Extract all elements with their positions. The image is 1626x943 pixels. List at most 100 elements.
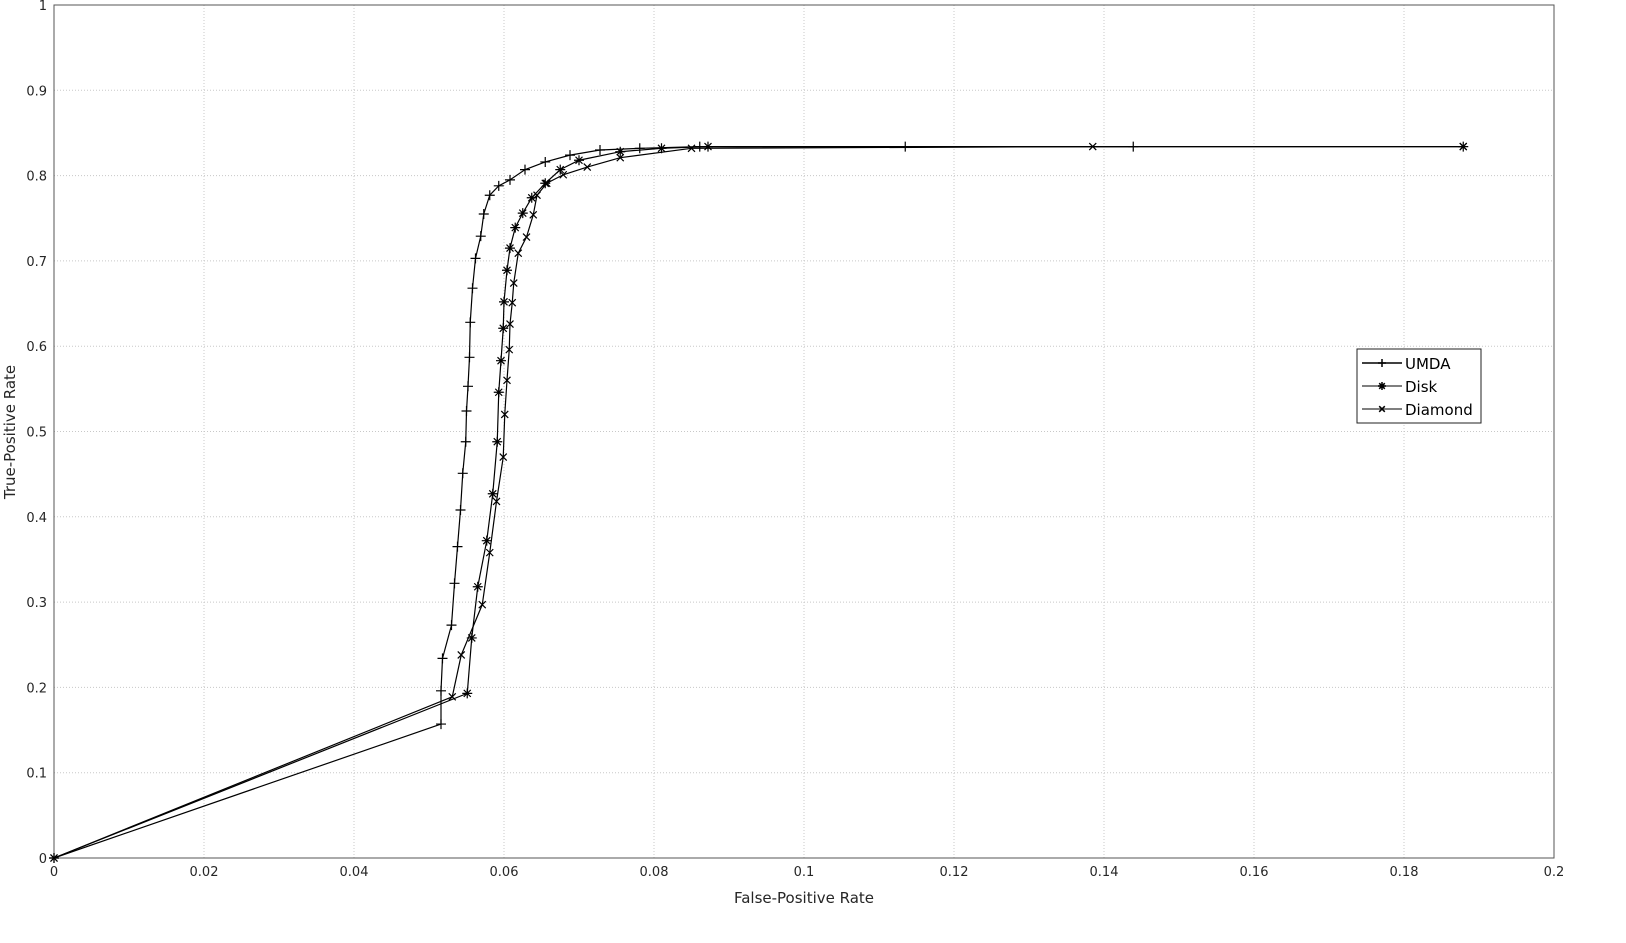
data-point-disk bbox=[472, 581, 483, 592]
data-point-umda bbox=[463, 381, 473, 392]
x-tick-label: 0.16 bbox=[1240, 865, 1269, 880]
data-point-umda bbox=[470, 253, 481, 264]
data-point-umda bbox=[520, 164, 530, 175]
x-tick-label: 0.02 bbox=[190, 865, 219, 880]
x-tick-label: 0.04 bbox=[340, 865, 369, 880]
data-point-disk bbox=[462, 688, 473, 699]
series-group bbox=[49, 141, 1469, 863]
x-tick-label: 0.06 bbox=[490, 865, 519, 880]
data-point-umda bbox=[461, 406, 472, 417]
data-point-umda bbox=[484, 190, 495, 201]
y-tick-label: 0.1 bbox=[26, 767, 47, 782]
data-point-disk bbox=[492, 436, 503, 447]
series-line-umda bbox=[53, 145, 1134, 859]
data-point-umda bbox=[540, 156, 551, 167]
data-point-diamond bbox=[503, 376, 511, 385]
data-point-disk bbox=[574, 155, 584, 166]
data-point-disk bbox=[502, 265, 512, 276]
data-point-umda bbox=[465, 317, 476, 328]
legend-label-umda: UMDA bbox=[1405, 355, 1451, 373]
data-point-umda bbox=[565, 150, 575, 161]
y-tick-label: 0.3 bbox=[26, 596, 47, 611]
data-point-disk bbox=[496, 355, 506, 366]
data-point-diamond bbox=[508, 298, 517, 307]
data-point-disk bbox=[615, 146, 626, 157]
data-point-umda bbox=[436, 719, 446, 730]
y-tick-label: 0.7 bbox=[26, 255, 47, 270]
data-point-diamond bbox=[457, 651, 466, 659]
data-point-umda bbox=[478, 208, 489, 219]
y-tick-label: 0.9 bbox=[26, 84, 47, 99]
data-point-diamond bbox=[687, 144, 696, 153]
data-point-diamond bbox=[514, 249, 523, 258]
data-point-diamond bbox=[559, 170, 568, 179]
data-point-disk bbox=[487, 488, 498, 499]
data-point-diamond bbox=[533, 191, 541, 200]
legend-label-diamond: Diamond bbox=[1405, 401, 1473, 419]
data-point-disk bbox=[493, 387, 504, 398]
data-point-umda bbox=[505, 174, 515, 185]
data-point-disk bbox=[466, 632, 477, 643]
data-point-diamond bbox=[50, 854, 58, 862]
series-diamond bbox=[50, 142, 1468, 862]
grid bbox=[53, 4, 1555, 859]
x-tick-label: 0.2 bbox=[1544, 865, 1565, 880]
data-point-umda bbox=[475, 231, 486, 242]
data-point-umda bbox=[464, 352, 475, 363]
data-point-umda bbox=[493, 180, 504, 191]
y-tick-label: 1 bbox=[39, 0, 47, 14]
series-line-disk bbox=[53, 145, 1464, 859]
data-point-diamond bbox=[500, 410, 509, 419]
data-point-umda bbox=[452, 541, 463, 552]
x-tick-label: 0.14 bbox=[1090, 865, 1119, 880]
y-tick-label: 0 bbox=[39, 852, 47, 867]
plot-frame bbox=[53, 4, 1555, 859]
y-tick-label: 0.4 bbox=[26, 511, 47, 526]
legend-marker-disk bbox=[1378, 382, 1386, 390]
data-point-disk bbox=[499, 296, 509, 307]
series-disk bbox=[49, 141, 1469, 863]
data-point-disk bbox=[481, 535, 492, 546]
x-tick-label: 0.12 bbox=[940, 865, 969, 880]
data-point-diamond bbox=[505, 345, 514, 354]
y-tick-label: 0.8 bbox=[26, 170, 47, 185]
data-point-diamond bbox=[448, 692, 457, 701]
legend-marker-diamond bbox=[1378, 405, 1386, 413]
x-axis-ticks: 0 0.02 0.04 0.06 0.08 0.1 0.12 0.14 0.16 0.18 0.2 bbox=[50, 865, 1564, 880]
data-point-disk bbox=[498, 323, 509, 334]
x-tick-label: 0.08 bbox=[640, 865, 669, 880]
data-point-diamond bbox=[1088, 142, 1097, 151]
y-tick-label: 0.6 bbox=[26, 340, 47, 355]
data-point-diamond bbox=[522, 233, 531, 241]
data-point-disk bbox=[526, 192, 537, 203]
data-point-umda bbox=[467, 283, 478, 294]
data-point-disk bbox=[517, 208, 528, 219]
data-point-diamond bbox=[529, 210, 538, 219]
data-point-disk bbox=[656, 143, 667, 154]
y-tick-label: 0.2 bbox=[26, 681, 47, 696]
data-point-disk bbox=[510, 222, 521, 233]
y-tick-label: 0.5 bbox=[26, 426, 47, 441]
data-point-umda bbox=[446, 620, 457, 631]
data-point-umda bbox=[460, 436, 471, 447]
data-point-diamond bbox=[583, 163, 592, 171]
x-tick-label: 0.1 bbox=[794, 865, 815, 880]
data-point-diamond bbox=[492, 497, 501, 506]
legend-label-disk: Disk bbox=[1405, 378, 1438, 396]
series-line-diamond bbox=[53, 145, 1464, 859]
data-point-diamond bbox=[509, 279, 518, 288]
data-point-umda bbox=[449, 578, 460, 589]
legend: UMDA Disk Diamond bbox=[1356, 348, 1482, 424]
data-point-diamond bbox=[616, 153, 625, 162]
y-axis-ticks: 0 0.1 0.2 0.3 0.4 0.5 0.6 0.7 0.8 0.9 1 bbox=[26, 0, 47, 867]
data-point-diamond bbox=[506, 320, 514, 328]
data-point-umda bbox=[634, 143, 645, 154]
data-point-diamond bbox=[478, 600, 487, 609]
data-point-disk bbox=[703, 141, 713, 152]
data-point-disk bbox=[555, 164, 566, 175]
x-axis-label: False-Positive Rate bbox=[734, 889, 874, 907]
data-point-umda bbox=[436, 685, 446, 696]
data-point-umda bbox=[457, 468, 468, 479]
x-tick-label: 0.18 bbox=[1390, 865, 1419, 880]
